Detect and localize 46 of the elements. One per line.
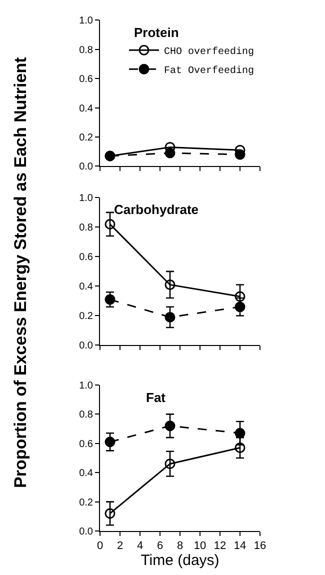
y-axis-title: Proportion of Excess Energy Stored as Each Nutrient [11,56,30,488]
x-tick-label: 6 [156,540,164,552]
x-tick-label: 0 [96,540,104,552]
point [234,291,246,302]
chart-title: Fat [146,390,166,405]
chart-title: Protein [134,25,179,40]
y-tick-label: 0.8 [79,222,94,234]
y-tick-label: 0.2 [79,497,94,508]
x-tick-label: 4 [136,540,144,552]
legend-label: Fat Overfeeding [164,65,254,78]
y-tick-label: 0.4 [79,103,94,114]
point [164,312,176,322]
text: 0.0 [79,162,93,173]
y-tick-label: 0.4 [79,282,94,293]
y-tick-label: 0.8 [79,410,94,421]
y-tick-label: 0.2 [79,311,94,322]
point [234,442,246,454]
y-tick-label: 0.6 [79,438,94,450]
point [164,279,176,290]
point [104,436,116,448]
legend-label: CHO overfeeding [164,46,254,58]
text: 1.0 [79,193,93,204]
point [104,508,116,519]
text: 1.0 [79,16,93,27]
x-axis-title: Time (days) [140,552,220,570]
point [234,302,246,312]
x-tick-label: 12 [214,540,226,552]
point [164,420,176,432]
x-tick-label: 16 [254,540,266,552]
x-tick-label: 14 [234,540,246,552]
y-tick-label: 0.6 [79,252,94,264]
point [234,428,246,438]
text: 0.0 [79,340,93,352]
text: 1.0 [79,380,93,392]
y-tick-label: 0.4 [79,468,94,480]
x-tick-label: 2 [116,540,124,552]
y-tick-label: 0.6 [79,74,94,86]
text: 0.0 [79,526,93,538]
y-tick-label: 0.2 [79,132,94,144]
y-tick-label: 0.8 [79,44,94,56]
x-tick-label: 8 [176,540,184,552]
chart-title: Carbohydrate [114,202,199,217]
point [104,218,116,230]
point [104,294,116,305]
x-tick-label: 10 [194,540,206,552]
point [164,458,176,470]
